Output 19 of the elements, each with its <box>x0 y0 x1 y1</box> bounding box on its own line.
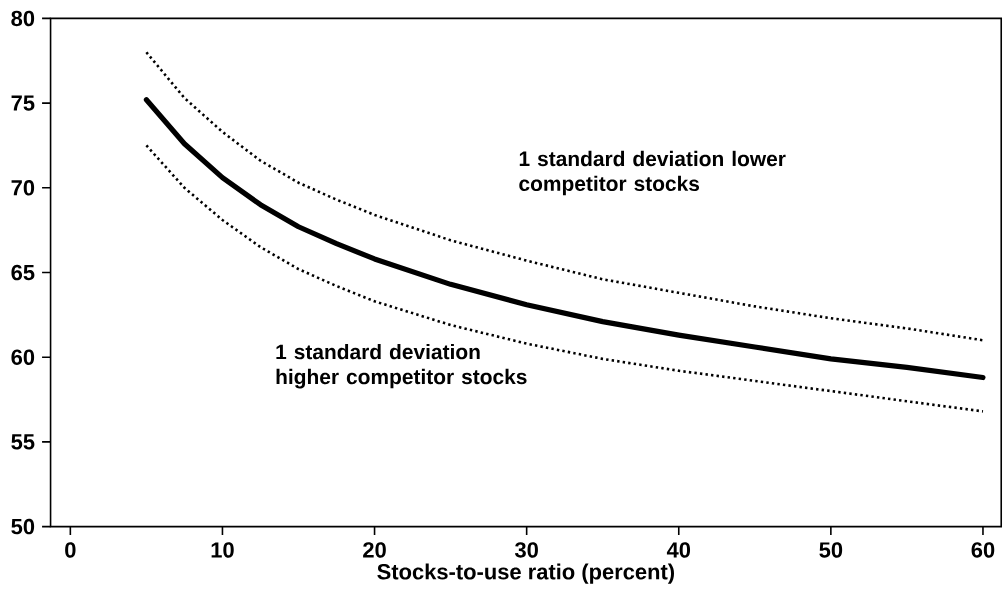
y-tick-label: 55 <box>11 434 35 450</box>
y-tick-label: 80 <box>11 10 35 26</box>
series-label: 1 standard deviation higher competitor stocks <box>276 343 527 389</box>
x-tick-label: 40 <box>666 541 691 558</box>
y-tick-label: 65 <box>11 264 35 281</box>
x-tick-label: 50 <box>819 541 843 558</box>
line-series <box>145 143 985 413</box>
line-series <box>145 50 985 342</box>
x-tick-label: 20 <box>363 541 386 558</box>
text: 1 standard deviation lower competitor stocks <box>519 150 786 195</box>
y-tick-label: 75 <box>11 95 35 111</box>
x-tick-label: 0 <box>65 541 76 558</box>
x-axis-title: Stocks-to-use ratio (percent) <box>377 563 674 584</box>
y-tick-label: 70 <box>11 179 35 196</box>
x-tick-label: 60 <box>971 541 995 558</box>
x-tick-label: 10 <box>211 541 234 558</box>
y-tick-label: 50 <box>11 518 35 535</box>
x-tick-label: 30 <box>514 541 538 558</box>
y-tick-label: 60 <box>11 349 35 365</box>
